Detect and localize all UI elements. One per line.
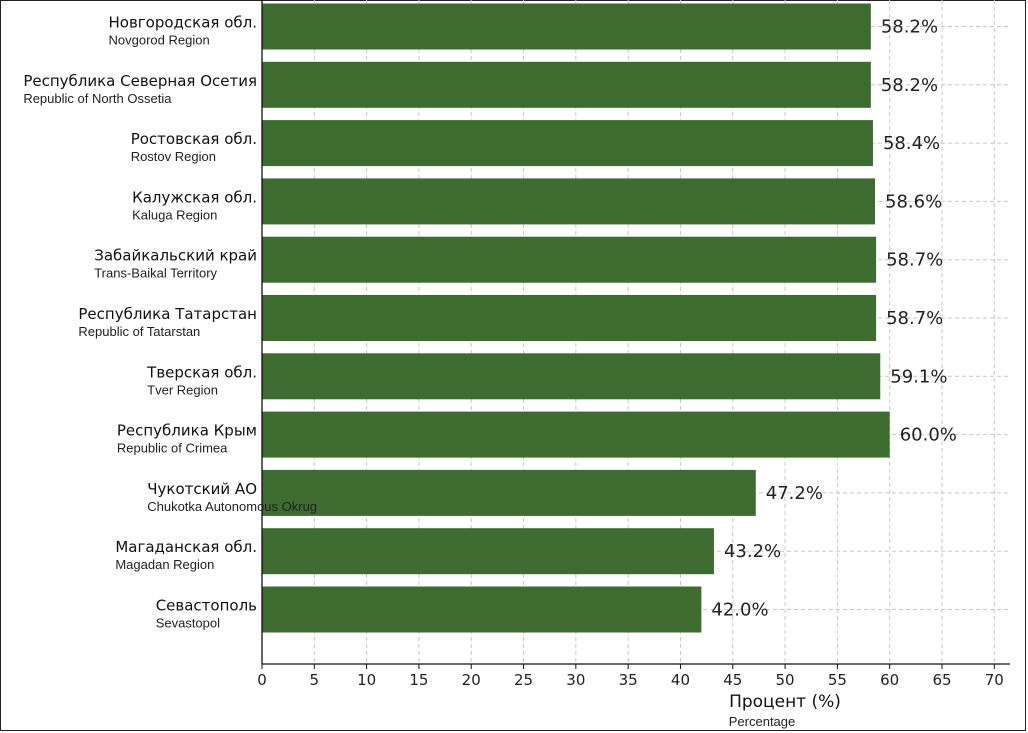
x-tick-label: 25 xyxy=(514,671,533,689)
category-label-en: Chukotka Autonomous Okrug xyxy=(147,499,317,514)
value-label: 58.7% xyxy=(886,308,943,329)
category-label-ru: Забайкальский край xyxy=(94,247,257,265)
x-tick-label: 15 xyxy=(409,671,428,689)
x-tick-label: 65 xyxy=(932,671,951,689)
category-label-en: Republic of Crimea xyxy=(117,441,228,456)
category-label-en: Magadan Region xyxy=(115,557,214,572)
category-label-en: Republic of Tatarstan xyxy=(78,324,200,339)
bar xyxy=(262,61,871,108)
x-tick-label: 70 xyxy=(985,671,1004,689)
value-label: 58.2% xyxy=(881,17,938,38)
x-axis: 0 5 10 15 20 25 30 35 40 45 50 55 60 65 70 xyxy=(257,0,1010,689)
x-tick-label: 30 xyxy=(566,671,585,689)
category-label-en: Novgorod Region xyxy=(109,33,210,48)
category-label-en: Tver Region xyxy=(147,382,218,397)
bar xyxy=(262,353,881,400)
x-tick-label: 45 xyxy=(723,671,742,689)
category-label-ru: Ростовская обл. xyxy=(131,130,257,148)
value-labels: 58.2% 58.2% 58.4% 58.6% 58.7% 58.7% 59.1% 60.0%… xyxy=(711,17,956,621)
category-label-ru: Магаданская обл. xyxy=(115,538,257,556)
x-axis-label-en: Percentage xyxy=(729,714,796,729)
x-tick-label: 60 xyxy=(880,671,899,689)
category-label-ru: Новгородская обл. xyxy=(109,14,258,32)
bar xyxy=(262,236,877,283)
value-label: 42.0% xyxy=(711,600,768,621)
bar xyxy=(262,469,756,516)
category-label-en: Kaluga Region xyxy=(132,207,217,222)
x-tick-label: 50 xyxy=(776,671,795,689)
value-label: 58.4% xyxy=(883,133,940,154)
bar xyxy=(262,586,702,633)
value-label: 58.6% xyxy=(885,191,942,212)
category-label-en: Trans-Baikal Territory xyxy=(94,266,217,281)
category-label-ru: Республика Северная Осетия xyxy=(23,72,257,90)
bar xyxy=(262,3,871,50)
value-label: 58.2% xyxy=(881,75,938,96)
bar xyxy=(262,295,877,341)
value-label: 58.7% xyxy=(886,250,943,271)
bars xyxy=(262,3,890,633)
bar xyxy=(262,528,714,575)
category-label-ru: Чукотский АО xyxy=(147,480,257,498)
value-label: 60.0% xyxy=(900,425,957,446)
value-label: 59.1% xyxy=(890,366,947,387)
x-axis-label: Процент (%) xyxy=(729,692,841,712)
x-tick-label: 5 xyxy=(310,671,320,689)
x-tick-label: 0 xyxy=(257,671,267,689)
bar xyxy=(262,411,890,458)
x-tick-label: 35 xyxy=(619,671,638,689)
category-label-ru: Республика Крым xyxy=(117,422,257,440)
bar xyxy=(262,120,873,167)
category-labels: Новгородская обл.Novgorod Region Республи… xyxy=(23,14,317,631)
category-label-en: Republic of North Ossetia xyxy=(23,91,172,106)
category-label-ru: Калужская обл. xyxy=(132,188,257,206)
category-label-en: Rostov Region xyxy=(131,149,216,164)
value-label: 47.2% xyxy=(766,483,823,504)
value-label: 43.2% xyxy=(724,541,781,562)
x-tick-label: 40 xyxy=(671,671,690,689)
x-tick-label: 55 xyxy=(828,671,847,689)
x-tick-label: 10 xyxy=(357,671,376,689)
x-tick-label: 20 xyxy=(462,671,481,689)
category-label-en: Sevastopol xyxy=(156,616,220,631)
category-label-ru: Тверская обл. xyxy=(146,363,257,381)
category-label-ru: Республика Татарстан xyxy=(78,305,257,323)
category-label-ru: Севастополь xyxy=(156,597,257,615)
bar xyxy=(262,178,876,225)
